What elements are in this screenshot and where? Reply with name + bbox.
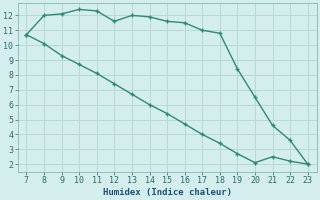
X-axis label: Humidex (Indice chaleur): Humidex (Indice chaleur): [103, 188, 232, 197]
